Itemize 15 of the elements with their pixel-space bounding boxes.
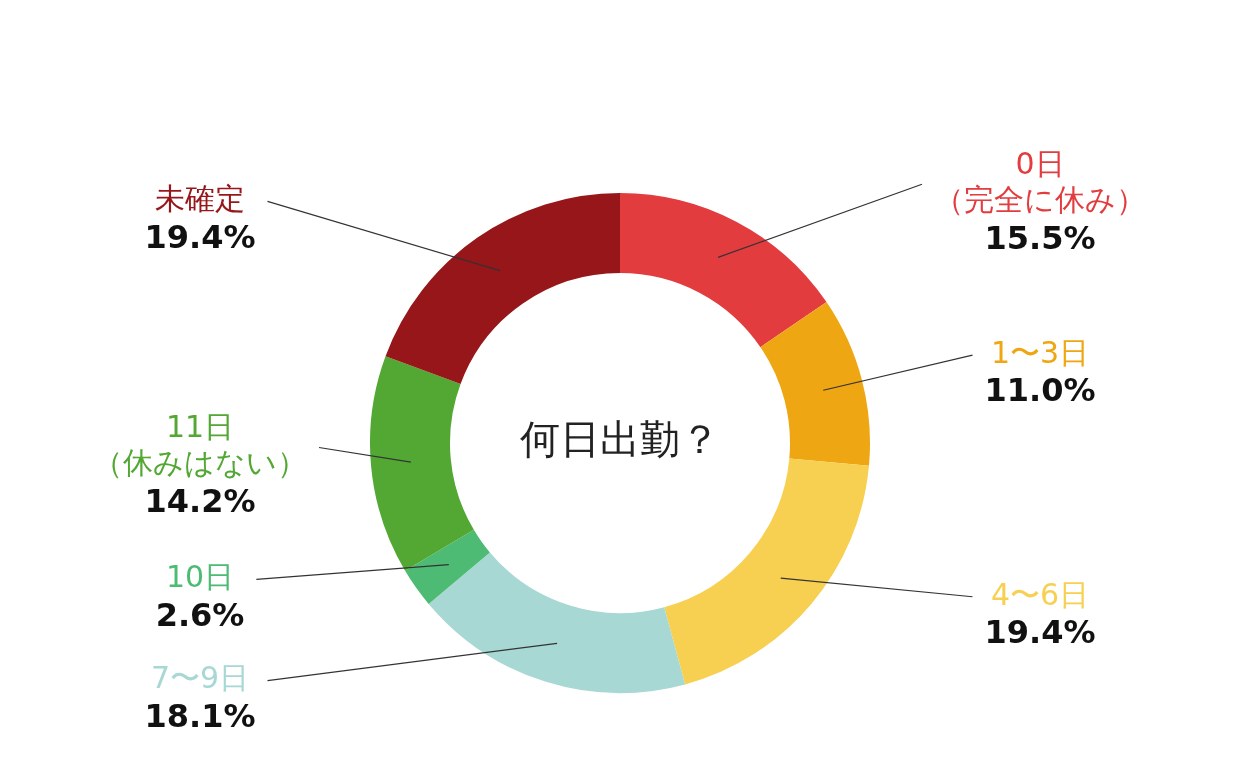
slice-label: 10日 <box>165 559 235 595</box>
slice-label: 11日（休みはない） <box>93 409 307 481</box>
slice-label: 0日（完全に休み） <box>934 146 1146 218</box>
slice-label: 4〜6日 <box>990 576 1090 612</box>
data-label: 2.6% <box>155 595 245 634</box>
data-label: 15.5% <box>984 218 1096 257</box>
slice-label: 1〜3日 <box>990 334 1090 370</box>
data-label: 14.2% <box>144 481 256 520</box>
slice-label: 7〜9日 <box>150 660 250 696</box>
data-label: 18.1% <box>144 696 256 735</box>
slice-label: 未確定 <box>155 181 245 217</box>
data-label: 11.0% <box>984 371 1096 410</box>
data-label: 19.4% <box>144 217 256 256</box>
data-label: 19.4% <box>984 613 1096 652</box>
text: 何日出勤？ <box>520 416 720 463</box>
